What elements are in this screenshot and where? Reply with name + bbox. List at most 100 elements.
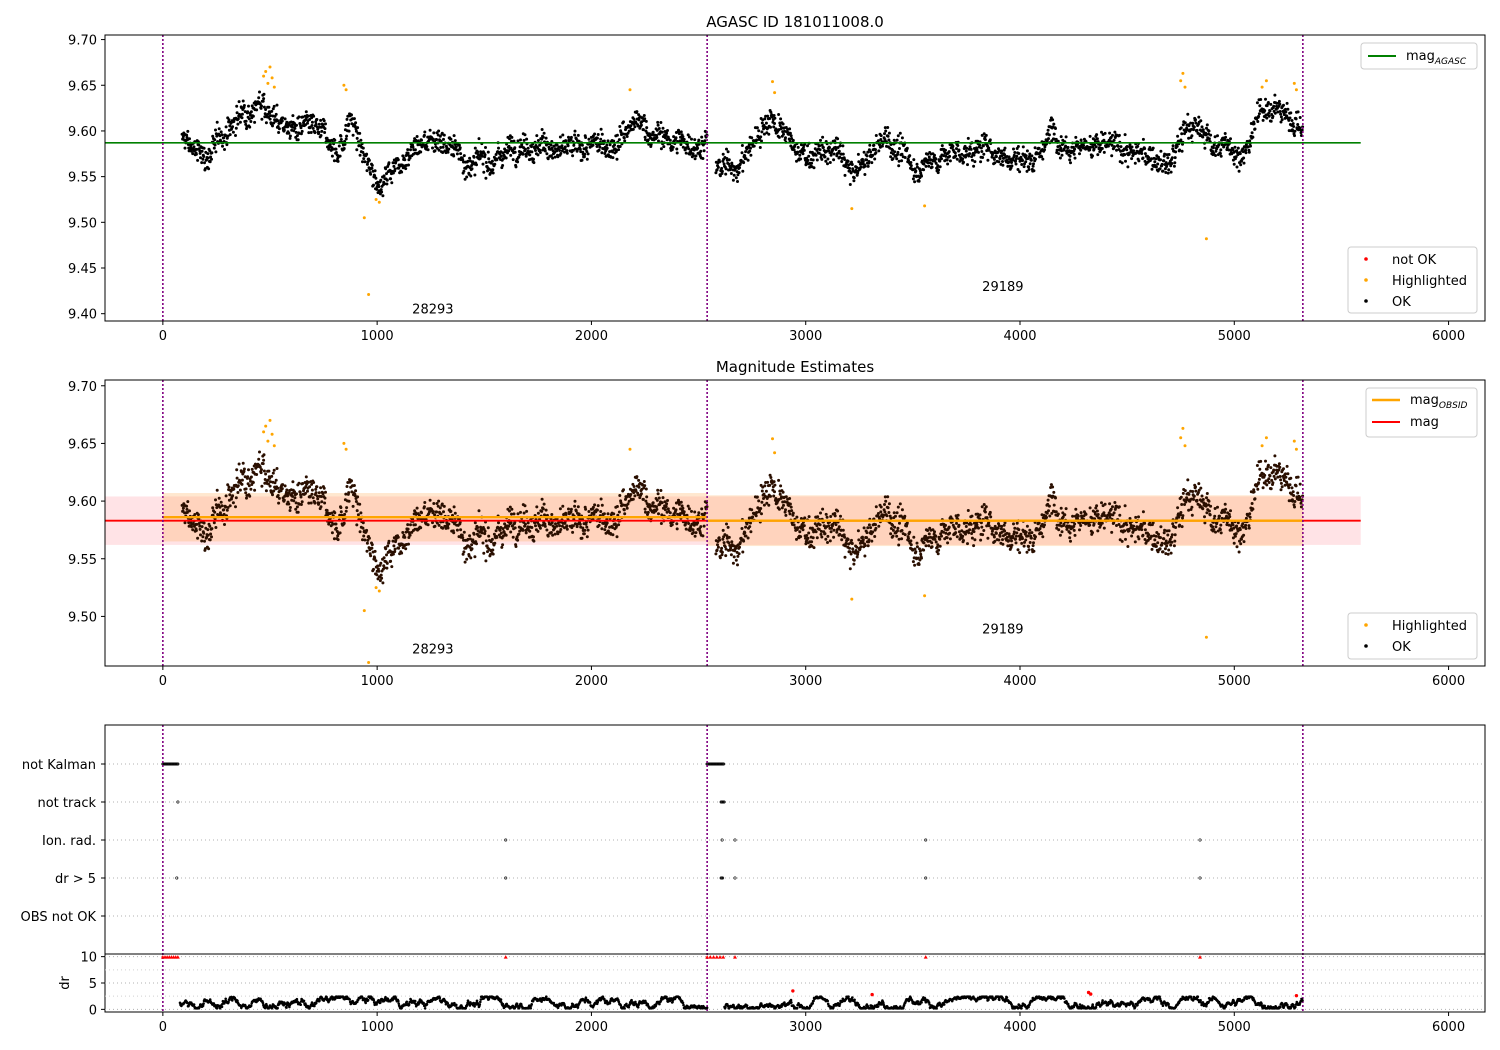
ok-point	[1045, 516, 1048, 519]
ok-point	[1100, 147, 1104, 150]
ok-point	[393, 550, 397, 554]
ok-point	[1014, 157, 1018, 161]
ok-point	[1064, 507, 1068, 511]
ok-point	[768, 483, 772, 487]
ok-point	[494, 153, 498, 156]
ok-point	[618, 494, 622, 497]
ok-point	[718, 160, 722, 164]
ok-point	[498, 528, 502, 532]
ok-point	[241, 99, 245, 103]
ok-point	[355, 523, 359, 527]
ok-point	[895, 157, 899, 161]
ok-point	[824, 159, 828, 163]
ok-point	[618, 125, 622, 128]
ok-point	[984, 505, 988, 509]
ok-point	[437, 148, 441, 152]
ok-point	[186, 500, 190, 504]
ok-point	[1079, 138, 1083, 142]
y-tick-label: 9.65	[68, 79, 97, 94]
ok-point	[1266, 101, 1270, 104]
ok-point	[981, 144, 985, 148]
ok-point	[896, 134, 900, 138]
ok-point	[248, 125, 252, 129]
ok-point	[1112, 138, 1116, 142]
ok-point	[731, 178, 735, 182]
ok-point	[323, 496, 327, 500]
ok-point	[912, 158, 916, 162]
ok-point	[970, 158, 974, 162]
ok-point	[596, 504, 600, 508]
ok-point	[861, 535, 864, 539]
ok-point	[697, 511, 701, 515]
ok-point	[1219, 148, 1223, 152]
ok-point	[737, 552, 741, 556]
ok-point	[1020, 541, 1024, 545]
ok-point	[617, 510, 621, 514]
ok-point	[1153, 160, 1157, 164]
y-tick-label: 9.55	[68, 171, 97, 186]
ok-point	[264, 472, 268, 476]
ok-point	[1032, 541, 1035, 545]
ok-point	[206, 528, 210, 532]
ok-point	[608, 143, 612, 147]
ok-point	[322, 486, 326, 490]
ok-point	[311, 496, 315, 500]
ok-point	[561, 133, 565, 137]
ok-point	[350, 479, 353, 483]
ok-point	[223, 148, 226, 151]
ok-point	[449, 509, 453, 513]
ok-point	[433, 513, 437, 517]
agasc-ok-points	[180, 90, 1305, 198]
ok-point	[567, 507, 570, 511]
ok-point	[803, 516, 807, 520]
ok-point	[900, 136, 904, 140]
ok-point	[870, 539, 874, 543]
ok-point	[198, 527, 202, 531]
ok-point	[810, 540, 814, 544]
ok-point	[649, 143, 653, 146]
ok-point	[896, 505, 900, 509]
ok-point	[1024, 154, 1028, 158]
ok-point	[295, 123, 298, 127]
ok-point	[696, 146, 700, 150]
ok-point	[482, 170, 486, 174]
ok-point	[930, 545, 934, 549]
ok-point	[235, 468, 239, 472]
ok-point	[387, 539, 391, 543]
ok-point	[1108, 131, 1112, 135]
ok-point	[198, 149, 202, 153]
ok-point	[738, 545, 741, 549]
ok-point	[1175, 144, 1179, 148]
ok-point	[784, 508, 787, 512]
ok-point	[240, 478, 244, 482]
ok-point	[509, 146, 513, 150]
ok-point	[401, 531, 405, 534]
ok-point	[551, 156, 555, 160]
ok-point	[657, 139, 660, 143]
ok-point	[1072, 152, 1076, 156]
ok-point	[751, 515, 755, 519]
ok-point	[1068, 536, 1072, 540]
ok-point	[757, 129, 761, 133]
ok-point	[269, 114, 272, 118]
ok-point	[1186, 112, 1190, 116]
legend-highlighted-marker	[1364, 278, 1368, 282]
ok-point	[807, 515, 811, 519]
ok-point	[1125, 148, 1129, 152]
ok-point	[1141, 137, 1145, 141]
ok-point	[585, 525, 589, 529]
ok-point	[646, 138, 650, 142]
ok-point	[288, 134, 292, 138]
ok-point	[891, 534, 895, 538]
ok-point	[632, 485, 636, 488]
ok-point	[603, 528, 607, 532]
ok-point	[980, 133, 984, 137]
ok-point	[911, 560, 915, 564]
ok-point	[843, 555, 847, 559]
ok-point	[264, 489, 268, 493]
ok-point	[871, 530, 875, 534]
ok-point	[772, 494, 776, 498]
ok-point	[1167, 153, 1171, 156]
ok-point	[1076, 514, 1080, 518]
ok-point	[581, 526, 585, 530]
